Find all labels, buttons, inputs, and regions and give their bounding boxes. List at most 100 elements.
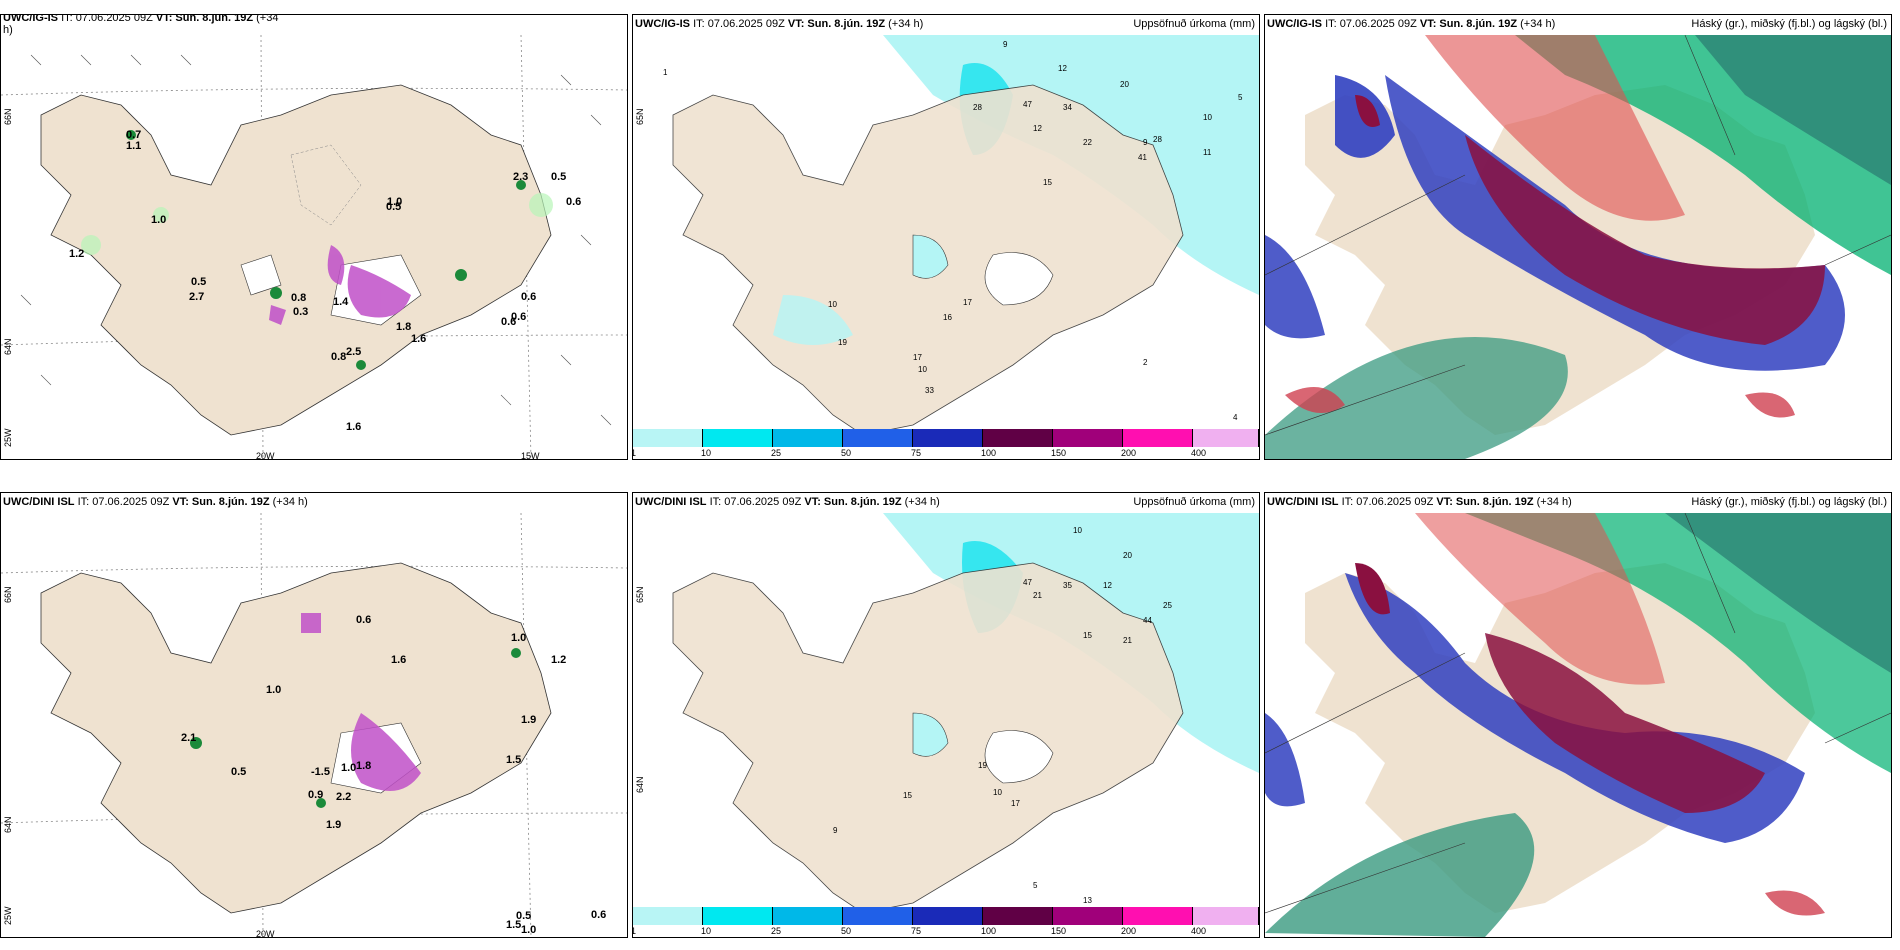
colorbar-tick: 10 <box>701 448 712 458</box>
lat-label: 64N <box>635 776 645 793</box>
panel-header: UWC/IG-IS IT: 07.06.2025 09Z VT: Sun. 8.… <box>3 14 279 36</box>
colorbar-segment <box>633 907 703 925</box>
value-label: 17 <box>963 298 972 307</box>
colorbar-segment <box>913 429 983 447</box>
lon-label: 25W <box>3 906 13 925</box>
colorbar-tick: 1 <box>633 448 636 458</box>
colorbar-tick: 75 <box>911 926 922 936</box>
colorbar-tick: 100 <box>981 448 997 458</box>
colorbar: 1 10 25 50 75 100 150 200 400 <box>633 907 1259 937</box>
value-label: 19 <box>838 338 847 347</box>
value-label: 4 <box>1233 413 1238 422</box>
panel-header: UWC/DINI ISL IT: 07.06.2025 09Z VT: Sun.… <box>635 496 940 508</box>
panel-header: UWC/DINI ISL IT: 07.06.2025 09Z VT: Sun.… <box>3 496 308 508</box>
value-label: 12 <box>1033 124 1042 133</box>
panel-header: UWC/IG-IS IT: 07.06.2025 09Z VT: Sun. 8.… <box>1267 18 1556 30</box>
colorbar: 1 10 25 50 75 100 150 200 400 <box>633 429 1259 459</box>
value-label: 15 <box>903 791 912 800</box>
colorbar-segment <box>983 429 1053 447</box>
panel-title: Háský (gr.), miðský (fj.bl.) og lágský (… <box>1691 496 1887 508</box>
colorbar-tick: 75 <box>911 448 922 458</box>
colorbar-segment <box>843 429 913 447</box>
value-label: 1.6 <box>391 654 406 666</box>
colorbar-segment <box>1053 429 1123 447</box>
value-label: 10 <box>993 788 1002 797</box>
value-label: 0.6 <box>501 316 516 328</box>
colorbar-tick: 400 <box>1191 448 1207 458</box>
value-label: 15 <box>1083 631 1092 640</box>
value-label: 21 <box>1033 591 1042 600</box>
value-label: 10 <box>1203 113 1212 122</box>
model-name: UWC/IG-IS <box>3 14 58 24</box>
value-label: 9 <box>833 826 838 835</box>
value-label: 1 <box>663 68 668 77</box>
value-label: 10 <box>828 300 837 309</box>
value-label: 33 <box>925 386 934 395</box>
panel-title: Uppsöfnuð úrkoma (mm) <box>1133 496 1255 508</box>
weather-map: 0.7 1.1 1.0 1.2 0.5 2.7 0.8 0.3 1.4 0.8 … <box>1 35 627 459</box>
value-label: 1.6 <box>411 333 426 345</box>
value-label: 9 <box>1003 40 1008 49</box>
value-label: 1.6 <box>346 421 361 433</box>
value-label: 47 <box>1023 578 1032 587</box>
value-label: 1.0 <box>511 632 526 644</box>
value-label: 0.5 <box>516 910 531 922</box>
value-label: 13 <box>1083 896 1092 905</box>
value-label: 21 <box>1123 636 1132 645</box>
panel-bottom-left: UWC/DINI ISL IT: 07.06.2025 09Z VT: Sun.… <box>0 492 628 938</box>
panel-top-right: UWC/IG-IS IT: 07.06.2025 09Z VT: Sun. 8.… <box>1264 14 1892 460</box>
cloud-map <box>1265 35 1891 459</box>
colorbar-tick: 150 <box>1051 448 1067 458</box>
precip-map: 9 1 12 28 47 12 34 22 20 9 10 5 41 11 15… <box>633 35 1259 436</box>
value-label: 1.0 <box>341 762 356 774</box>
lon-label: 25W <box>3 428 13 447</box>
colorbar-tick: 150 <box>1051 926 1067 936</box>
value-label: 0.3 <box>293 306 308 318</box>
lon-label: 15W <box>521 451 540 460</box>
value-label: 28 <box>973 103 982 112</box>
lat-label: 66N <box>3 108 13 125</box>
colorbar-segment <box>773 907 843 925</box>
value-label: 20 <box>1120 80 1129 89</box>
value-label: 1.4 <box>333 296 349 308</box>
value-label: 1.1 <box>126 140 141 152</box>
colorbar-tick: 25 <box>771 926 782 936</box>
value-label: 11 <box>1203 148 1212 157</box>
panel-title: Háský (gr.), miðský (fj.bl.) og lágský (… <box>1691 18 1887 30</box>
colorbar-tick: 50 <box>841 926 852 936</box>
value-label: 5 <box>1238 93 1243 102</box>
colorbar-segment <box>1123 907 1193 925</box>
lead-time: (+34 <box>256 14 279 24</box>
value-label: 47 <box>1023 100 1032 109</box>
colorbar-segment <box>913 907 983 925</box>
value-label: 1.8 <box>356 760 371 772</box>
lat-label: 65N <box>635 586 645 603</box>
colorbar-segment <box>773 429 843 447</box>
value-label: 0.7 <box>126 129 141 141</box>
panel-bottom-right: UWC/DINI ISL IT: 07.06.2025 09Z VT: Sun.… <box>1264 492 1892 938</box>
lead-time-cont: h) <box>3 24 13 36</box>
value-label: 10 <box>1073 526 1082 535</box>
value-label: 15 <box>1043 178 1052 187</box>
precip-map: 10 47 35 20 21 25 44 21 15 12 19 10 17 1… <box>633 513 1259 915</box>
value-label: 1.5 <box>506 754 521 766</box>
panel-top-left: UWC/IG-IS IT: 07.06.2025 09Z VT: Sun. 8.… <box>0 14 628 460</box>
colorbar-tick: 200 <box>1121 448 1137 458</box>
colorbar-tick: 1 <box>633 926 636 936</box>
colorbar-segment <box>633 429 703 447</box>
colorbar-tick: 50 <box>841 448 852 458</box>
value-label: 1.9 <box>326 819 341 831</box>
lon-label: 20W <box>256 929 275 938</box>
value-label: 1.0 <box>151 214 166 226</box>
value-label: 34 <box>1063 103 1072 112</box>
value-label: 22 <box>1083 138 1092 147</box>
panel-top-mid: UWC/IG-IS IT: 07.06.2025 09Z VT: Sun. 8.… <box>632 14 1260 460</box>
colorbar-tick: 100 <box>981 926 997 936</box>
panel-title: Uppsöfnuð úrkoma (mm) <box>1133 18 1255 30</box>
value-label: 9 <box>1143 138 1148 147</box>
value-label: 0.5 <box>551 171 566 183</box>
panel-header: UWC/DINI ISL IT: 07.06.2025 09Z VT: Sun.… <box>1267 496 1572 508</box>
lat-label: 66N <box>3 586 13 603</box>
value-label: 5 <box>1033 881 1038 890</box>
value-label: 0.5 <box>231 766 246 778</box>
